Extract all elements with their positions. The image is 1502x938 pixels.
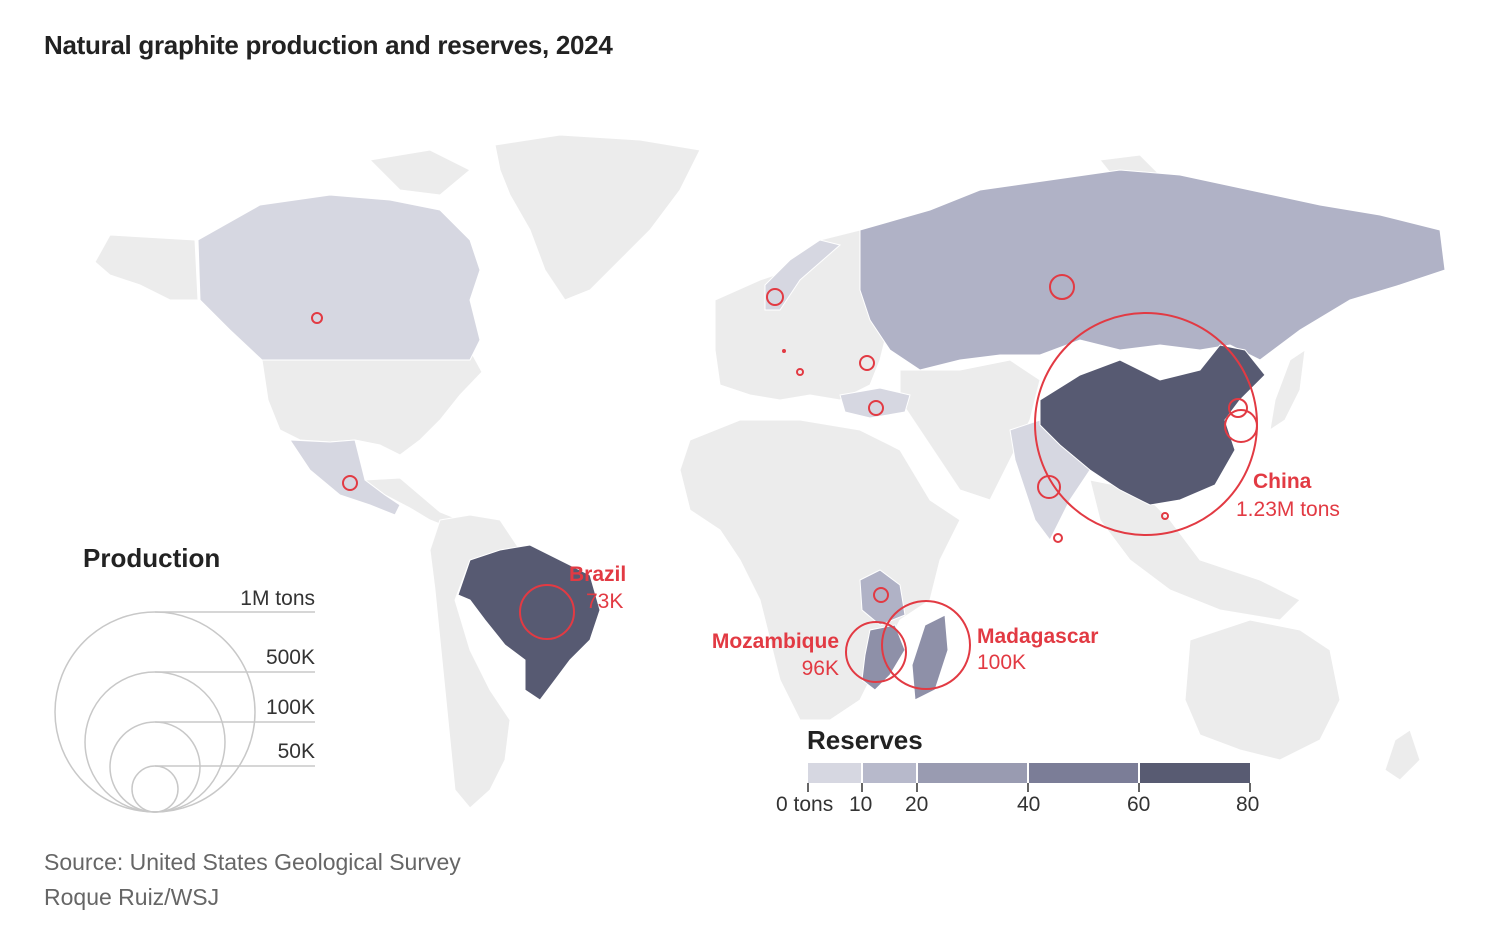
production-label-100k: 100K <box>265 696 315 719</box>
reserves-tier-2 <box>859 169 1446 626</box>
callout-brazil-value: 73K <box>586 590 624 613</box>
reserves-tick-0: 0 tons <box>776 793 834 816</box>
bubble-canada <box>311 312 323 324</box>
reserves-legend-title: Reserves <box>807 725 923 755</box>
production-label-1m: 1M tons <box>240 587 315 610</box>
callout-china-value: 1.23M tons <box>1236 498 1340 521</box>
reserves-color-bar <box>807 763 1251 792</box>
source-line: Source: United States Geological Survey <box>44 849 461 875</box>
bubble-vietnam <box>1161 512 1169 520</box>
reserves-bin-20-40 <box>918 763 1027 783</box>
bubble-turkey <box>868 400 884 416</box>
reserves-bin-40-60 <box>1029 763 1138 783</box>
reserves-tick-80: 80 <box>1236 793 1260 816</box>
chart-title: Natural graphite production and reserves… <box>44 30 613 60</box>
land-base <box>94 134 1421 809</box>
bubble-ukraine <box>859 355 875 371</box>
bubble-india <box>1037 475 1061 499</box>
callout-madagascar-value: 100K <box>977 651 1027 674</box>
bubble-mozambique <box>845 621 907 683</box>
bubble-austria <box>796 368 804 376</box>
credit-line: Roque Ruiz/WSJ <box>44 884 220 910</box>
bubble-north-korea <box>1228 398 1248 418</box>
reserves-bin-60-80 <box>1140 763 1250 783</box>
production-legend-title: Production <box>83 543 221 573</box>
production-legend-circles <box>54 611 315 813</box>
reserves-tick-40: 40 <box>1017 793 1041 816</box>
production-label-500k: 500K <box>265 646 315 669</box>
bubble-mexico <box>342 475 358 491</box>
callout-brazil-name: Brazil <box>569 563 627 586</box>
production-label-50k: 50K <box>277 740 315 763</box>
reserves-tick-60: 60 <box>1127 793 1151 816</box>
reserves-bin-0-10 <box>808 763 861 783</box>
bubble-sri-lanka <box>1053 533 1063 543</box>
callout-mozambique-name: Mozambique <box>711 630 839 653</box>
bubble-tanzania <box>873 587 889 603</box>
reserves-tick-20: 20 <box>905 793 929 816</box>
callout-china-name: China <box>1253 470 1312 493</box>
bubble-russia <box>1049 274 1075 300</box>
reserves-bin-10-20 <box>863 763 916 783</box>
callout-mozambique-value: 96K <box>801 657 839 680</box>
reserves-tick-10: 10 <box>849 793 873 816</box>
production-bubbles <box>311 274 1258 690</box>
bubble-norway <box>766 288 784 306</box>
bubble-madagascar <box>881 600 971 690</box>
reserves-tier-5 <box>457 344 1266 701</box>
bubble-south-korea <box>1224 409 1258 443</box>
callout-madagascar-name: Madagascar <box>977 625 1099 648</box>
bubble-brazil <box>519 584 575 640</box>
reserves-tier-1 <box>197 194 1091 541</box>
bubble-germany <box>782 349 786 353</box>
